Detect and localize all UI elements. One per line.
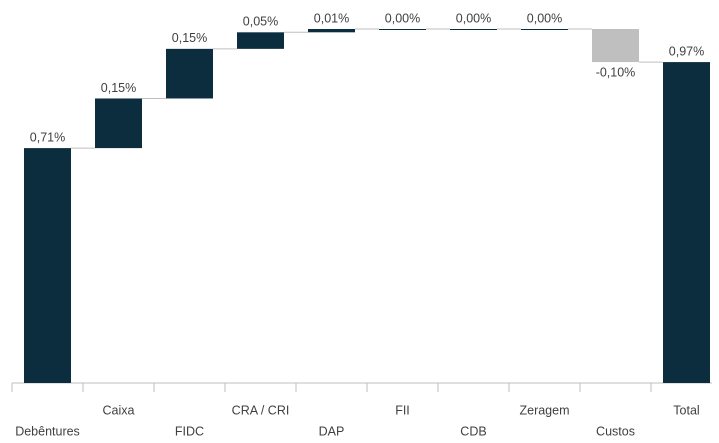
x-tick-label: Total: [673, 403, 699, 417]
bar: [308, 29, 355, 33]
value-label: 0,00%: [456, 11, 491, 25]
x-tick-label: FIDC: [175, 424, 204, 438]
x-tick-label: DAP: [319, 424, 345, 438]
value-label: 0,01%: [314, 11, 349, 25]
bar: [450, 29, 497, 30]
bar: [521, 29, 568, 30]
bar: [95, 98, 142, 149]
x-tick-label: Debêntures: [15, 424, 80, 438]
x-tick-label: CRA / CRI: [232, 403, 290, 417]
x-tick-label: Zeragem: [519, 403, 569, 417]
bar: [663, 62, 710, 384]
bar: [379, 29, 426, 30]
x-tick-label: FII: [395, 403, 410, 417]
x-tick-label: Caixa: [103, 403, 135, 417]
value-label: 0,00%: [385, 11, 420, 25]
bar: [592, 29, 639, 63]
value-label: -0,10%: [596, 65, 636, 79]
x-tick-label: CDB: [460, 424, 486, 438]
value-label: 0,00%: [527, 11, 562, 25]
value-label: 0,05%: [243, 15, 278, 29]
bar: [237, 32, 284, 49]
value-label: 0,15%: [101, 81, 136, 95]
x-tick-label: Custos: [596, 424, 635, 438]
value-label: 0,15%: [172, 31, 207, 45]
bar: [24, 148, 71, 383]
value-label: 0,97%: [669, 44, 704, 58]
bar: [166, 48, 213, 99]
value-label: 0,71%: [30, 130, 65, 144]
